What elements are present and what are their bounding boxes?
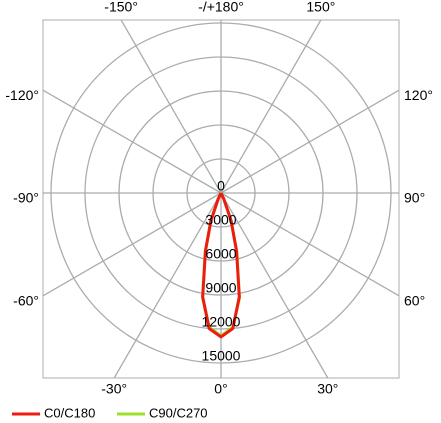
- grid-circle: [50, 22, 392, 364]
- grid-line: [42, 89, 222, 194]
- angle-tick-label: -90°: [13, 190, 39, 206]
- r-tick-label: 15000: [202, 348, 241, 364]
- grid-line: [42, 192, 222, 297]
- angle-tick-label: 120°: [404, 87, 433, 103]
- angle-tick-label: -30°: [101, 381, 127, 397]
- angle-tick-label: -150°: [104, 0, 138, 15]
- grid-circle: [186, 158, 256, 228]
- legend-label: C0/C180: [44, 405, 95, 420]
- angle-tick-label: 0°: [214, 381, 227, 397]
- grid-line: [220, 19, 322, 194]
- grid-circle: [118, 90, 324, 296]
- angle-tick-label: 150°: [306, 0, 335, 15]
- legend-label: C90/C270: [149, 405, 208, 420]
- r-tick-label: 3000: [205, 212, 236, 228]
- grid-line: [220, 89, 400, 194]
- angle-tick-label: 60°: [404, 292, 425, 308]
- grid-line: [220, 192, 329, 379]
- angle-tick-label: -120°: [5, 87, 39, 103]
- r-tick-label: 0: [217, 178, 225, 194]
- angle-tick-label: -/+180°: [198, 0, 244, 15]
- r-tick-label: 6000: [205, 246, 236, 262]
- angle-tick-label: 30°: [317, 381, 338, 397]
- series-line: [201, 192, 241, 339]
- grid-line: [113, 192, 222, 379]
- angle-tick-label: -60°: [13, 292, 39, 308]
- angle-tick-label: 90°: [404, 190, 425, 206]
- grid-circle: [84, 56, 358, 330]
- grid-circle: [152, 124, 290, 262]
- r-tick-label: 12000: [202, 314, 241, 330]
- r-tick-label: 9000: [205, 280, 236, 296]
- grid-line: [120, 19, 222, 194]
- grid-line: [220, 192, 400, 297]
